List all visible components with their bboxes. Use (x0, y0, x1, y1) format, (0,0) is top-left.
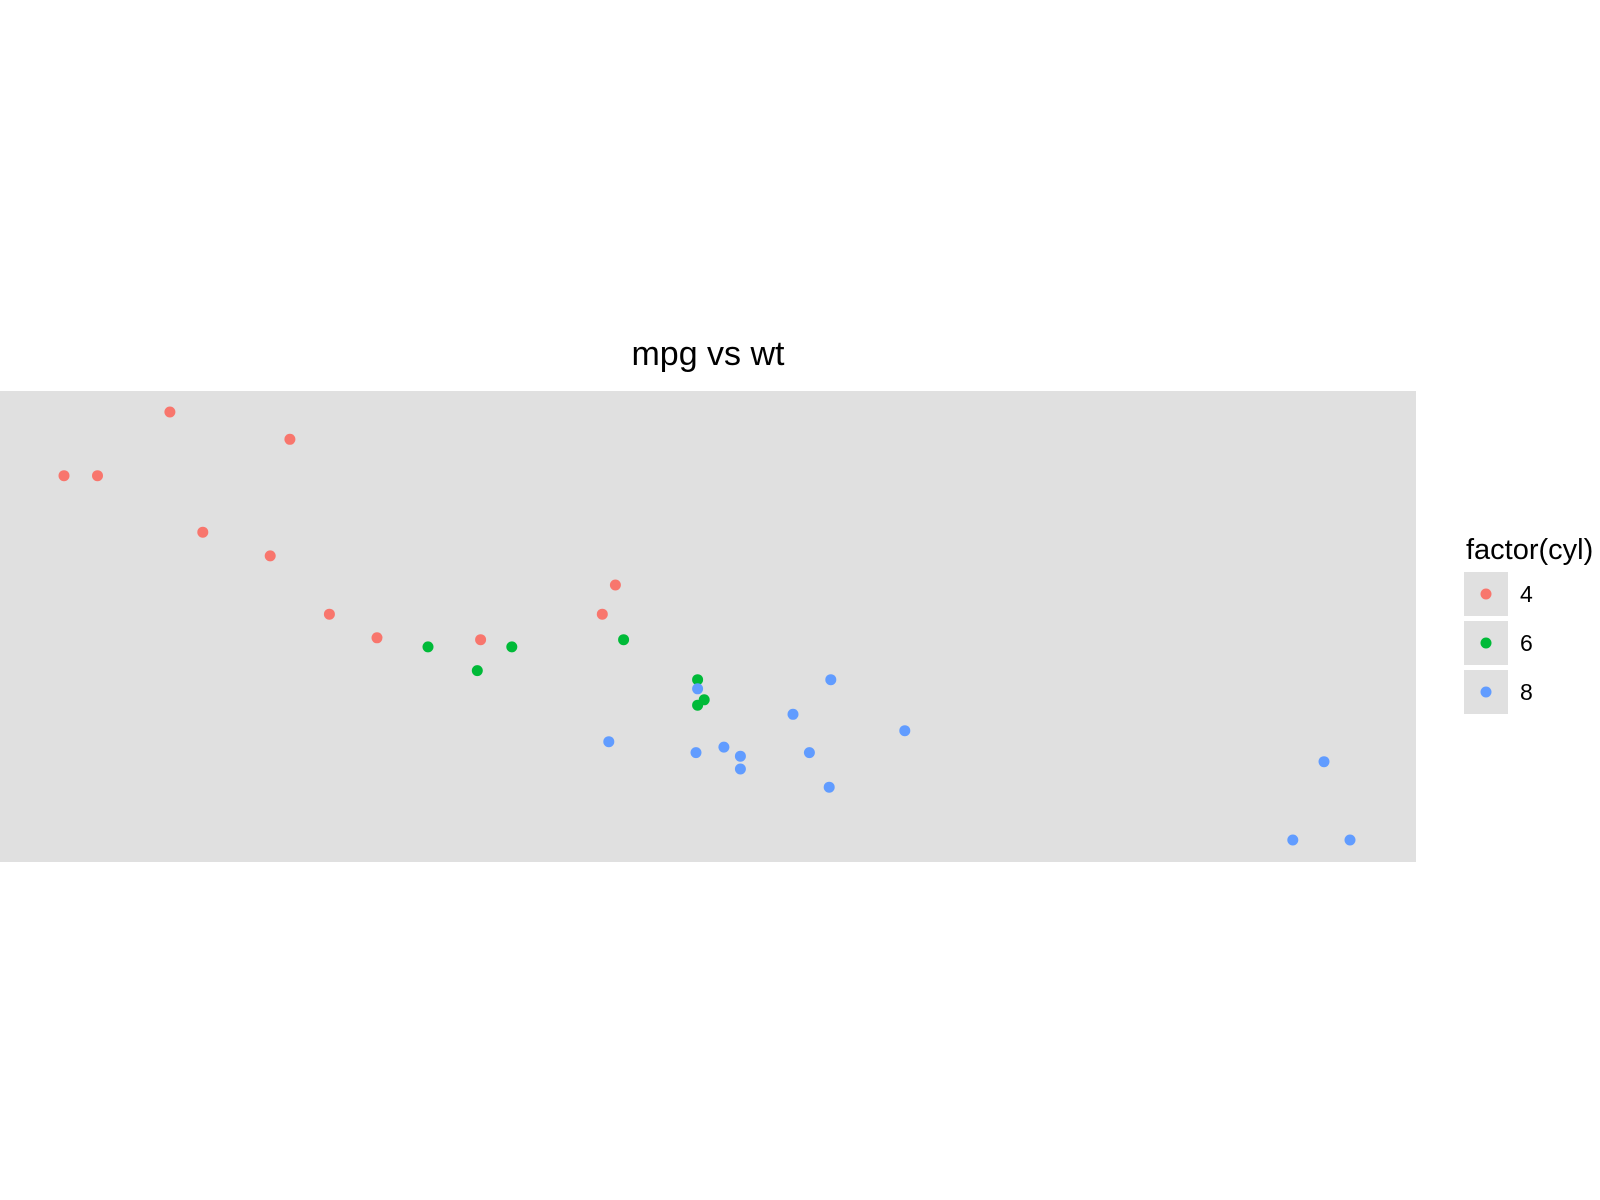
legend-items: 4 6 8 (1464, 572, 1533, 714)
legend-marker-6 (1480, 637, 1492, 649)
point-cyl-6-5 (692, 699, 704, 711)
point-cyl-6-6 (471, 665, 483, 677)
point-cyl-8-12 (603, 736, 615, 748)
point-cyl-4-5 (164, 406, 176, 418)
point-cyl-8-7 (1318, 756, 1330, 768)
point-cyl-8-1 (734, 763, 746, 775)
chart-title: mpg vs wt (631, 335, 785, 373)
point-cyl-8-8 (718, 741, 730, 753)
legend-label-6: 6 (1520, 630, 1533, 656)
point-cyl-8-4 (803, 747, 815, 759)
legend-title: factor(cyl) (1466, 534, 1593, 566)
point-cyl-8-11 (825, 674, 837, 686)
data-points (58, 406, 1356, 846)
point-cyl-8-5 (1287, 834, 1299, 846)
point-cyl-6-4 (692, 674, 704, 686)
point-cyl-4-0 (323, 608, 335, 620)
point-cyl-4-4 (92, 470, 103, 482)
plot-panel (0, 391, 1416, 862)
point-cyl-4-3 (284, 433, 296, 445)
point-cyl-8-0 (692, 683, 704, 695)
legend-label-4: 4 (1520, 581, 1533, 607)
legend-marker-4 (1480, 588, 1492, 600)
point-cyl-6-1 (506, 641, 518, 653)
point-cyl-4-1 (609, 579, 621, 591)
point-cyl-4-7 (197, 526, 209, 538)
point-cyl-8-13 (734, 750, 746, 762)
point-cyl-8-10 (823, 781, 835, 793)
point-cyl-4-6 (371, 632, 383, 644)
point-cyl-8-3 (787, 708, 799, 720)
legend: factor(cyl) 4 6 8 (1464, 534, 1593, 714)
point-cyl-4-2 (596, 608, 608, 620)
legend-label-8: 8 (1520, 679, 1533, 705)
legend-marker-8 (1480, 686, 1492, 698)
point-cyl-8-9 (690, 747, 702, 759)
point-cyl-4-8 (264, 550, 276, 562)
point-cyl-8-6 (1344, 834, 1356, 846)
point-cyl-6-0 (422, 641, 434, 653)
point-cyl-4-10 (475, 634, 487, 646)
point-cyl-8-2 (899, 725, 911, 737)
point-cyl-4-9 (58, 470, 70, 482)
point-cyl-6-2 (618, 634, 630, 646)
